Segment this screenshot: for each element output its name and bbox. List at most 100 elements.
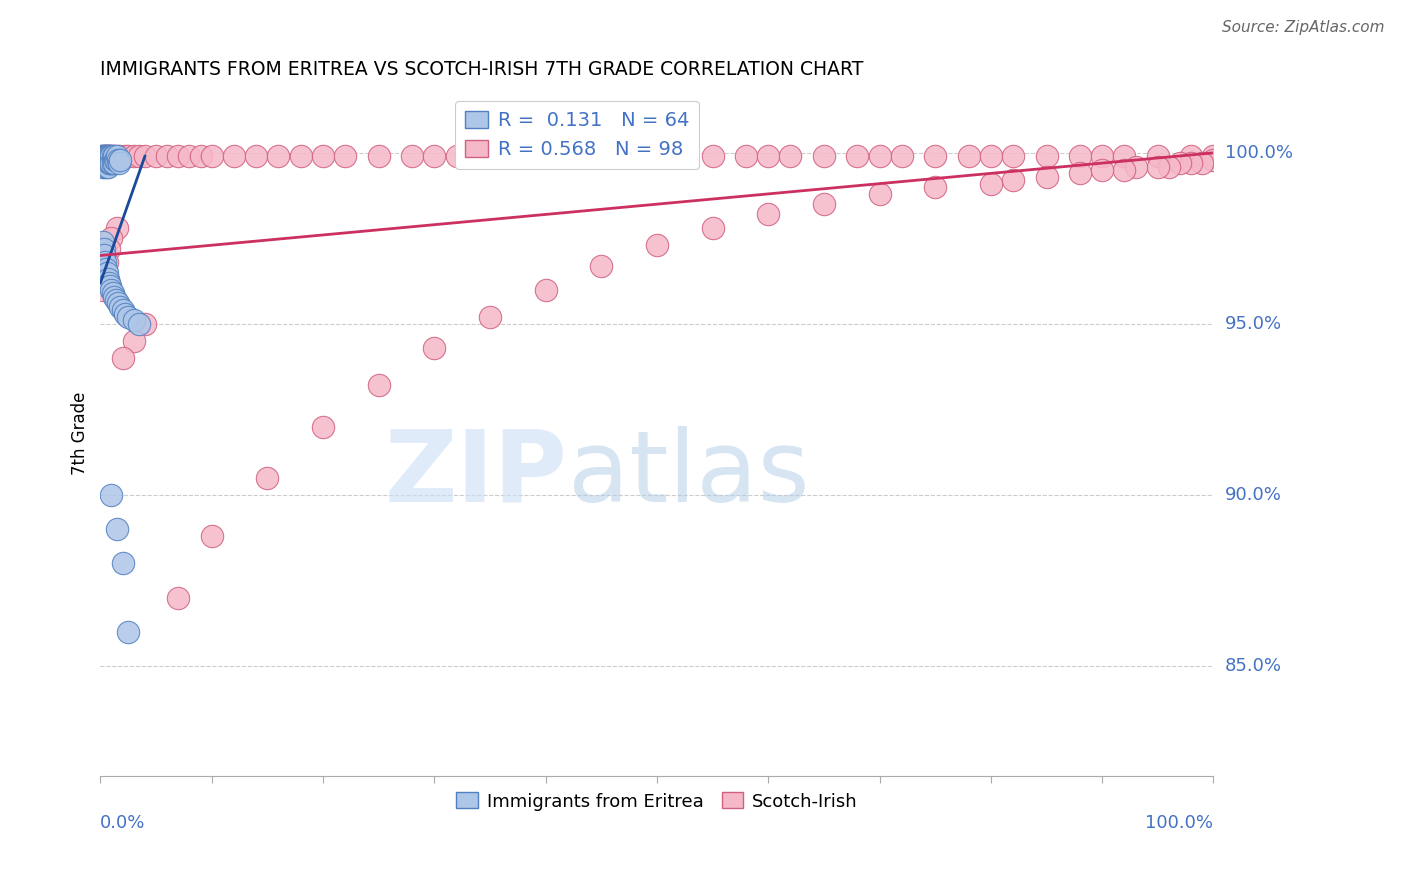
Point [924,180,946,194]
Point [98,279,121,293]
Point [94,156,117,170]
Point [96,160,118,174]
Point [591,259,613,273]
Point [91,283,114,297]
Legend: Immigrants from Eritrea, Scotch-Irish: Immigrants from Eritrea, Scotch-Irish [449,785,865,818]
Point [117,624,139,639]
Point [1202,149,1225,163]
Point [97,272,120,286]
Point [623,149,645,163]
Point [167,591,190,605]
Point [94,149,117,163]
Point [104,293,127,307]
Point [104,153,127,167]
Point [110,300,132,314]
Point [96,255,118,269]
Point [100,149,122,163]
Point [94,149,117,163]
Point [957,149,980,163]
Text: 100.0%: 100.0% [1146,814,1213,832]
Point [290,149,312,163]
Point [93,156,115,170]
Point [122,149,145,163]
Point [105,149,128,163]
Point [122,334,145,348]
Point [401,149,423,163]
Point [312,149,335,163]
Point [93,149,115,163]
Point [94,149,117,163]
Point [446,149,468,163]
Point [924,149,946,163]
Point [156,149,179,163]
Text: ZIP: ZIP [385,426,568,523]
Point [779,149,801,163]
Point [91,235,114,249]
Point [98,149,121,163]
Point [117,149,139,163]
Point [134,149,156,163]
Point [94,156,117,170]
Point [100,488,122,502]
Point [93,248,115,262]
Point [96,153,118,167]
Point [201,149,224,163]
Point [478,310,501,324]
Point [890,149,912,163]
Point [702,221,724,235]
Text: 0.0%: 0.0% [100,814,146,832]
Point [98,156,121,170]
Point [1180,149,1202,163]
Point [91,149,114,163]
Point [1114,149,1136,163]
Point [122,313,145,327]
Point [668,149,690,163]
Point [869,149,891,163]
Point [111,351,134,365]
Point [813,149,835,163]
Point [980,177,1002,191]
Point [367,378,389,392]
Point [93,153,115,167]
Point [423,149,446,163]
Point [103,156,125,170]
Point [557,149,579,163]
Point [702,149,724,163]
Point [111,303,134,318]
Point [1180,156,1202,170]
Point [735,149,758,163]
Point [114,307,136,321]
Point [201,529,224,543]
Point [90,153,112,167]
Point [110,153,132,167]
Point [100,149,122,163]
Point [846,149,869,163]
Point [94,153,117,167]
Point [335,149,357,163]
Point [98,276,121,290]
Point [267,149,290,163]
Point [1157,160,1180,174]
Point [591,149,613,163]
Point [256,471,278,485]
Point [94,149,117,163]
Point [97,153,120,167]
Point [94,268,117,283]
Point [90,149,112,163]
Point [90,156,112,170]
Text: 85.0%: 85.0% [1225,657,1282,675]
Point [98,156,121,170]
Point [1125,160,1147,174]
Point [96,149,118,163]
Point [100,156,122,170]
Point [534,149,557,163]
Text: atlas: atlas [568,426,810,523]
Point [94,262,117,277]
Point [1002,173,1025,187]
Point [128,149,150,163]
Point [1146,160,1168,174]
Point [94,153,117,167]
Point [91,160,114,174]
Point [103,149,125,163]
Point [1069,166,1091,180]
